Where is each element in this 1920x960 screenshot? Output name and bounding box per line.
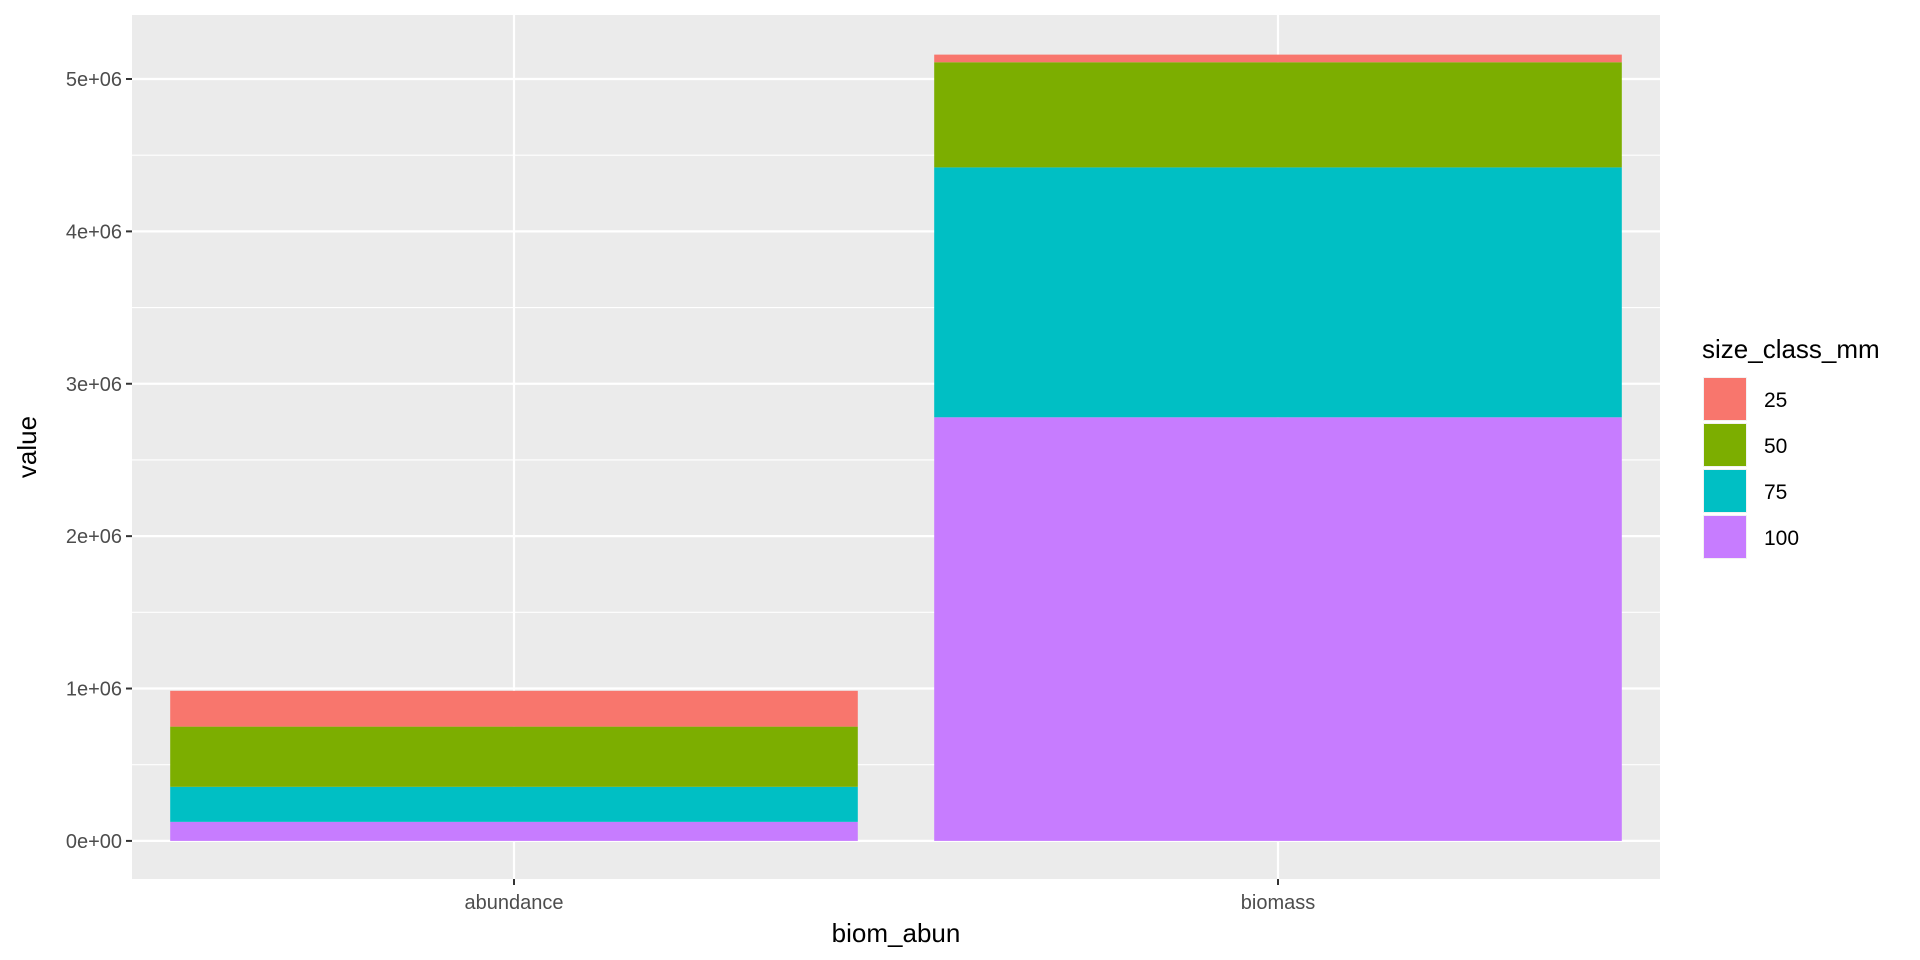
bar-segment-biomass-100: [934, 417, 1622, 841]
legend-swatch: [1704, 424, 1746, 466]
bar-segment-biomass-50: [934, 62, 1622, 168]
bars: [170, 54, 1622, 841]
bar-segment-abundance-25: [170, 690, 858, 727]
legend-swatch: [1704, 470, 1746, 512]
x-tick-label: abundance: [465, 892, 564, 914]
legend-label: 25: [1764, 389, 1787, 412]
legend: size_class_mm 25 50 75 100: [1702, 334, 1880, 559]
bar-segment-abundance-75: [170, 786, 858, 822]
x-tick-label: biomass: [1241, 892, 1315, 914]
y-tick-label: 3e+06: [66, 374, 122, 396]
y-tick-label: 2e+06: [66, 526, 122, 548]
y-tick-label: 1e+06: [66, 679, 122, 701]
legend-label: 100: [1764, 527, 1799, 550]
bar-segment-biomass-25: [934, 54, 1622, 63]
legend-swatch: [1704, 378, 1746, 420]
x-axis-title: biom_abun: [832, 918, 961, 948]
legend-label: 75: [1764, 481, 1787, 504]
bar-segment-abundance-50: [170, 726, 858, 787]
bar-segment-abundance-100: [170, 821, 858, 841]
x-axis: abundance biomass: [465, 879, 1315, 914]
legend-swatch: [1704, 516, 1746, 558]
legend-title: size_class_mm: [1702, 334, 1880, 364]
y-tick-label: 4e+06: [66, 221, 122, 243]
y-axis-title: value: [12, 416, 42, 478]
y-tick-label: 5e+06: [66, 69, 122, 91]
y-axis: 0e+00 1e+06 2e+06 3e+06 4e+06 5e+06: [66, 69, 132, 853]
legend-label: 50: [1764, 435, 1787, 458]
bar-segment-biomass-75: [934, 167, 1622, 418]
legend-items: 25 50 75 100: [1703, 377, 1799, 559]
y-tick-label: 0e+00: [66, 831, 122, 853]
